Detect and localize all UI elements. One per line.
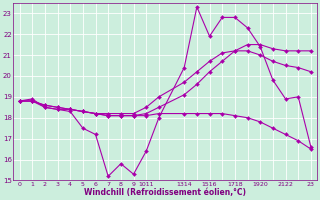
X-axis label: Windchill (Refroidissement éolien,°C): Windchill (Refroidissement éolien,°C) [84,188,246,197]
